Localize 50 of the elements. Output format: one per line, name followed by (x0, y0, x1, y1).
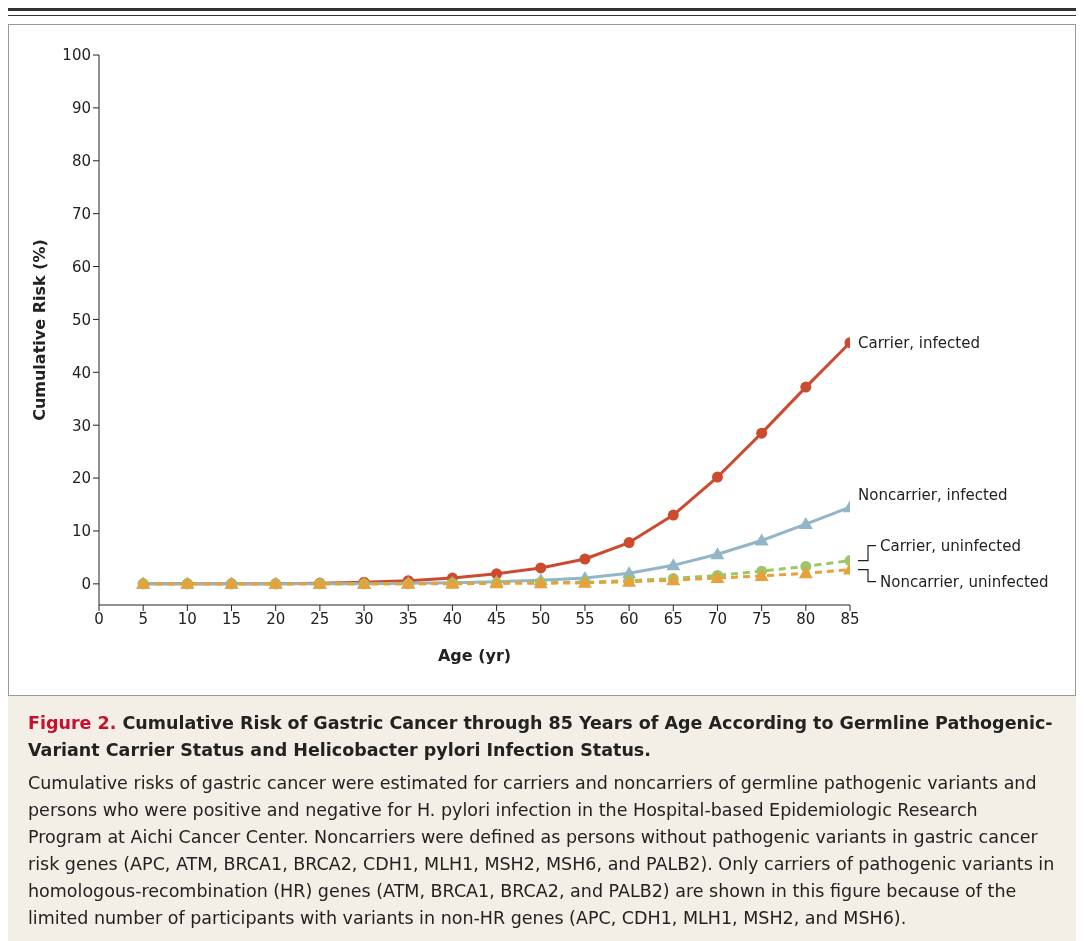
point (710, 547, 725, 560)
point (666, 558, 681, 571)
x-tick-label: 65 (663, 609, 683, 628)
series-label: Carrier, infected (858, 333, 980, 352)
x-tick-label: 0 (94, 609, 104, 628)
point (754, 568, 769, 581)
y-tick-label: 100 (62, 46, 91, 65)
y-tick-label: 50 (71, 310, 91, 329)
x-tick-label: 85 (840, 609, 860, 628)
x-tick-label: 75 (752, 609, 772, 628)
y-axis-title: Cumulative Risk (%) (29, 239, 49, 421)
text: Cumulative risks of gastric cancer were estimated for carriers and noncarriers of germline pathogenic variants and persons who were positive and negative for H. pylori infection in the Hospital-based Epidemiologic Research Program at Aichi Cancer Center. Noncarriers were defined as persons without pathogenic variants in gastric cancer risk genes (APC, ATM, BRCA1, BRCA2, CDH1, MLH1, MSH2, MSH6, and PALB2). Only carriers of pathogenic variants in homologous-recombination (HR) genes (ATM, BRCA1, BRCA2, and PALB2) are shown in this figure because of the limited number of participants with variants in non-HR genes (APC, CDH1, MLH1, MSH2, and MSH6). (28, 772, 1056, 930)
x-tick-label: 60 (619, 609, 639, 628)
y-tick-label: 90 (71, 99, 91, 118)
x-tick-label: 25 (310, 609, 330, 628)
y-tick-label: 10 (71, 522, 91, 541)
point (667, 509, 679, 521)
point (535, 562, 547, 574)
y-tick-label: 0 (81, 575, 91, 594)
x-tick-label: 50 (531, 609, 551, 628)
y-tick-label: 60 (71, 257, 91, 276)
point (798, 517, 813, 530)
x-tick-label: 30 (354, 609, 374, 628)
point (711, 471, 723, 483)
y-tick-label: 20 (71, 469, 91, 488)
x-tick-label: 10 (177, 609, 197, 628)
y-tick-label: 40 (71, 363, 91, 382)
x-tick-label: 40 (442, 609, 462, 628)
x-tick-label: 55 (575, 609, 595, 628)
x-tick-label: 45 (487, 609, 507, 628)
x-tick-label: 15 (221, 609, 242, 628)
x-tick-label: 35 (398, 609, 418, 628)
x-tick-label: 20 (266, 609, 286, 628)
x-tick-label: 5 (138, 609, 148, 628)
y-tick-label: 30 (71, 416, 91, 435)
point (579, 553, 591, 565)
y-tick-label: 80 (71, 152, 91, 171)
y-tick-label: 70 (71, 204, 91, 223)
x-axis-title: Age (yr) (437, 646, 512, 665)
x-tick-label: 70 (707, 609, 728, 628)
point (754, 533, 769, 546)
x-tick-label: 80 (796, 609, 816, 628)
text: Figure 2. Cumulative Risk of Gastric Cancer through 85 Years of Age According to Germline Pathogenic-Variant Carrier Status and Helicobacter pylori Infection Status. (28, 712, 1054, 762)
point (798, 566, 813, 579)
point (800, 381, 812, 393)
series-label: Noncarrier, uninfected (880, 572, 1049, 591)
point (623, 537, 635, 549)
point (756, 427, 768, 439)
series-label: Noncarrier, infected (858, 486, 1008, 505)
series-label: Carrier, uninfected (880, 536, 1021, 555)
